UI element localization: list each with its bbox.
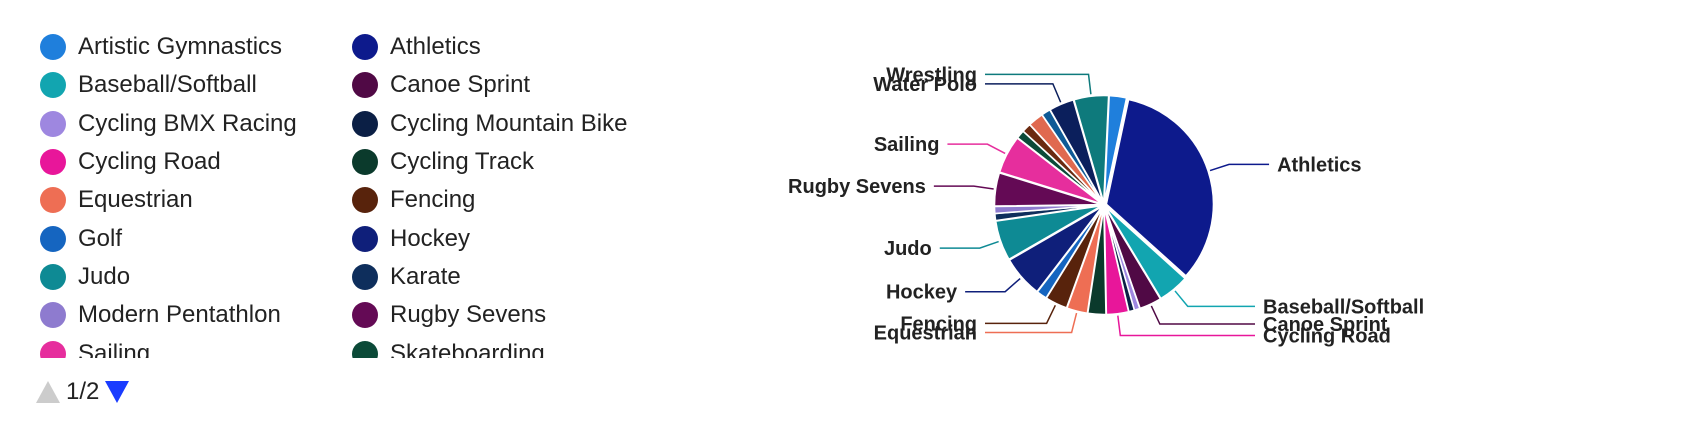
callout-label-hockey: Hockey <box>886 282 958 304</box>
callout-label-baseball-softball: Baseball/Softball <box>1263 296 1424 318</box>
callout-line-rugby-sevens <box>933 185 994 190</box>
callout-label-judo: Judo <box>884 238 932 260</box>
callout-label-rugby-sevens: Rugby Sevens <box>788 176 926 198</box>
legend-item-label: Golf <box>78 224 123 252</box>
legend-item-baseball-softball[interactable]: Baseball/Softball <box>30 66 297 104</box>
legend-item-karate[interactable]: Karate <box>342 258 627 296</box>
callout-label-athletics: Athletics <box>1277 154 1361 176</box>
legend-item-equestrian[interactable]: Equestrian <box>30 181 297 219</box>
legend-item-rugby-sevens[interactable]: Rugby Sevens <box>342 296 627 334</box>
callout-line-sailing <box>947 143 1006 155</box>
legend-item-cycling-road[interactable]: Cycling Road <box>30 143 297 181</box>
legend-marker-icon <box>352 263 378 290</box>
callout-label-canoe-sprint: Canoe Sprint <box>1263 314 1388 336</box>
callout-line-cycling-road <box>1117 315 1255 337</box>
legend-column-1: Artistic Gymnastics Baseball/Softball Cycl… <box>30 28 297 358</box>
callout-line-baseball-softball <box>1174 290 1255 308</box>
legend-item-label: Baseball/Softball <box>78 71 257 99</box>
legend-column-2: Athletics Canoe Sprint Cycling Mountain Bi… <box>342 28 627 358</box>
callout-label-wrestling: Wrestling <box>886 64 977 86</box>
legend-item-label: Athletics <box>390 33 481 61</box>
callout-line-hockey <box>965 277 1021 293</box>
legend-item-label: Cycling BMX Racing <box>78 109 297 137</box>
legend-marker-icon <box>40 340 66 358</box>
legend-marker-icon <box>352 34 378 61</box>
legend-item-label: Hockey <box>390 224 471 252</box>
legend-item-athletics[interactable]: Athletics <box>342 28 627 66</box>
pie-slice-hockey[interactable] <box>1008 205 1103 293</box>
legend-item-label: Sailing <box>78 339 151 358</box>
legend-item-fencing[interactable]: Fencing <box>342 181 627 219</box>
legend-marker-icon <box>352 72 378 99</box>
legend-item-label: Rugby Sevens <box>390 301 547 329</box>
legend-item-label: Karate <box>390 262 461 290</box>
legend-item-sailing[interactable]: Sailing <box>30 334 297 358</box>
legend-marker-icon <box>40 149 66 176</box>
legend-item-hockey[interactable]: Hockey <box>342 219 627 257</box>
legend-item-label: Fencing <box>390 186 476 214</box>
callout-label-water-polo: Water Polo <box>873 74 977 96</box>
legend-item-cycling-mountain-bike[interactable]: Cycling Mountain Bike <box>342 105 627 143</box>
callout-line-fencing <box>985 304 1057 325</box>
legend-item-label: Artistic Gymnastics <box>78 33 283 61</box>
callout-line-equestrian <box>985 312 1078 334</box>
pager-text: 1/2 <box>66 378 100 405</box>
legend-marker-icon <box>352 149 378 176</box>
legend-item-modern-pentathlon[interactable]: Modern Pentathlon <box>30 296 297 334</box>
pie-slice-artistic-gymnastics[interactable] <box>1103 94 1128 204</box>
legend-item-label: Equestrian <box>78 186 193 214</box>
legend-marker-icon <box>352 302 378 329</box>
legend-pager: 1/2 <box>36 378 130 406</box>
legend-item-judo[interactable]: Judo <box>30 258 297 296</box>
callout-line-athletics <box>1209 163 1270 172</box>
legend-item-cycling-bmx-racing[interactable]: Cycling BMX Racing <box>30 105 297 143</box>
callout-line-canoe-sprint <box>1150 305 1255 325</box>
callout-label-fencing: Fencing <box>900 313 977 335</box>
pie-slices <box>993 94 1215 316</box>
legend-item-label: Cycling Road <box>78 148 221 176</box>
legend-item-skateboarding[interactable]: Skateboarding <box>342 334 627 358</box>
legend-marker-icon <box>40 187 66 214</box>
callout-label-equestrian: Equestrian <box>874 322 977 344</box>
legend-item-cycling-track[interactable]: Cycling Track <box>342 143 627 181</box>
legend-marker-icon <box>40 34 66 61</box>
legend-marker-icon <box>40 72 66 99</box>
pager-down-icon[interactable] <box>105 381 130 403</box>
legend-marker-icon <box>40 263 66 290</box>
legend-marker-icon <box>352 225 378 252</box>
legend-marker-icon <box>40 302 66 329</box>
legend: Artistic Gymnastics Baseball/Softball Cycl… <box>30 28 730 358</box>
pager-up-icon[interactable] <box>36 381 60 403</box>
legend-item-golf[interactable]: Golf <box>30 219 297 257</box>
legend-marker-icon <box>352 187 378 214</box>
pie-slice-athletics[interactable] <box>1105 98 1215 277</box>
callout-label-sailing: Sailing <box>874 134 940 156</box>
legend-item-label: Cycling Track <box>390 148 535 176</box>
callout-line-judo <box>939 240 999 249</box>
legend-item-label: Canoe Sprint <box>390 71 531 99</box>
legend-item-artistic-gymnastics[interactable]: Artistic Gymnastics <box>30 28 297 66</box>
pie-slice-rugby-sevens[interactable] <box>993 172 1103 207</box>
callout-line-wrestling <box>985 73 1092 95</box>
legend-item-canoe-sprint[interactable]: Canoe Sprint <box>342 66 627 104</box>
legend-item-label: Cycling Mountain Bike <box>390 109 628 137</box>
legend-marker-icon <box>40 110 66 137</box>
legend-marker-icon <box>40 225 66 252</box>
legend-marker-icon <box>352 340 378 358</box>
callout-line-water-polo <box>985 83 1062 103</box>
legend-marker-icon <box>352 110 378 137</box>
legend-item-label: Modern Pentathlon <box>78 301 281 329</box>
legend-item-label: Judo <box>78 262 131 290</box>
callout-label-cycling-road: Cycling Road <box>1263 325 1391 347</box>
legend-item-label: Skateboarding <box>390 339 545 358</box>
